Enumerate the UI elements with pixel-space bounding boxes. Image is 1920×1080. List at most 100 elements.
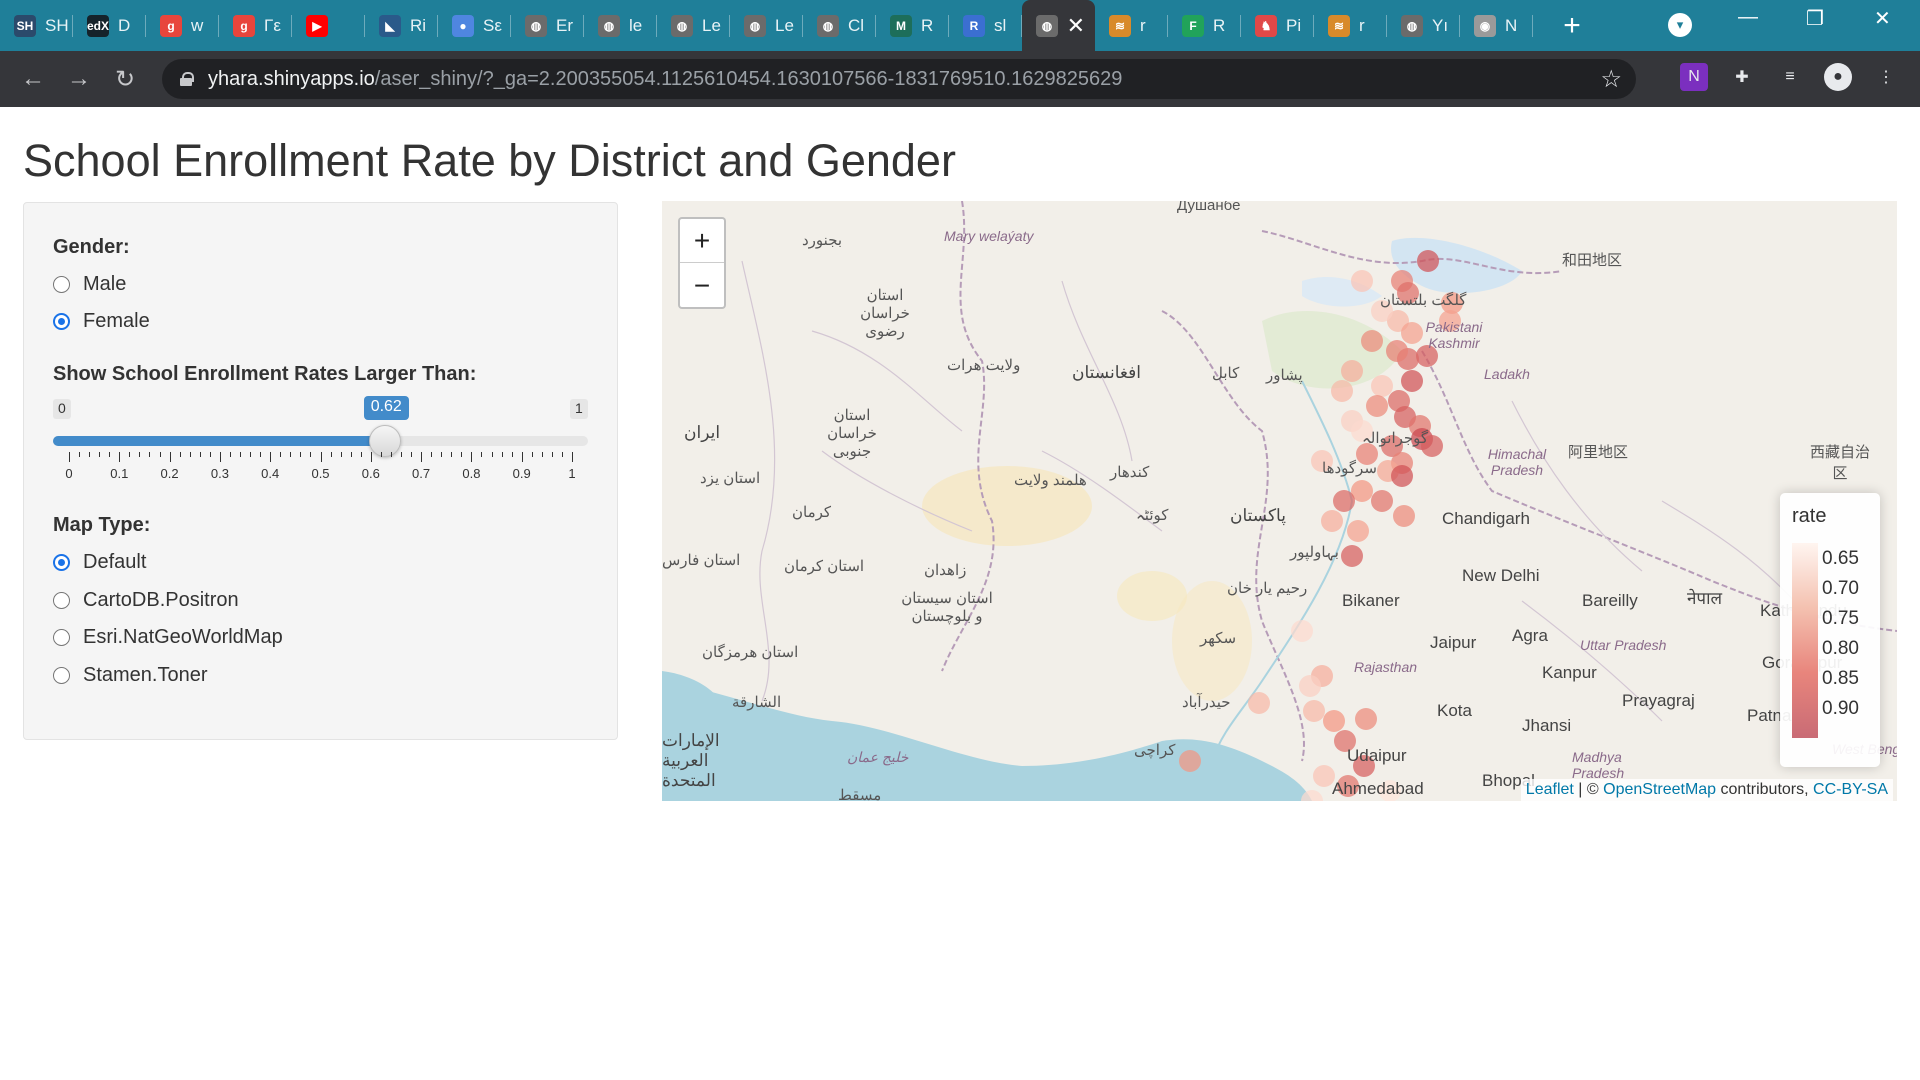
enrollment-marker[interactable] [1351, 420, 1373, 442]
close-tab-icon[interactable]: ✕ [1066, 13, 1085, 38]
lock-icon[interactable] [180, 72, 194, 86]
enrollment-marker[interactable] [1391, 465, 1413, 487]
leaflet-map[interactable]: Душанбе بجنورد Mary welaýaty 和田地区 استان … [662, 201, 1897, 801]
enrollment-marker[interactable] [1301, 790, 1323, 801]
browser-tab[interactable]: ● Sε [438, 0, 511, 51]
enrollment-marker[interactable] [1371, 490, 1393, 512]
enrollment-marker[interactable] [1303, 700, 1325, 722]
enrollment-marker[interactable] [1334, 730, 1356, 752]
extensions-puzzle-icon[interactable]: ✚ [1735, 69, 1749, 86]
enrollment-marker[interactable] [1371, 375, 1393, 397]
browser-tab[interactable]: ◍ Yı [1387, 0, 1460, 51]
forward-icon[interactable]: → [67, 65, 91, 92]
enrollment-marker[interactable] [1381, 435, 1403, 457]
enrollment-marker[interactable] [1393, 505, 1415, 527]
enrollment-marker[interactable] [1321, 510, 1343, 532]
browser-tab[interactable]: ◣ Ri [365, 0, 438, 51]
back-icon[interactable]: ← [21, 65, 45, 92]
browser-tab[interactable]: SH SH [0, 0, 73, 51]
bookmark-star-icon[interactable]: ☆ [1600, 66, 1622, 93]
maptype-option-esri[interactable]: Esri.NatGeoWorldMap [53, 626, 283, 649]
maptype-option-default[interactable]: Default [53, 551, 146, 574]
enrollment-marker[interactable] [1355, 708, 1377, 730]
browser-tab[interactable]: ◍ Er [511, 0, 584, 51]
enrollment-marker[interactable] [1299, 675, 1321, 697]
menu-kebab-icon[interactable]: ⋮ [1878, 69, 1894, 86]
browser-tab[interactable]: ◍ Le [657, 0, 730, 51]
enrollment-marker[interactable] [1441, 292, 1463, 314]
onenote-icon[interactable]: N [1680, 63, 1708, 91]
enrollment-marker[interactable] [1179, 750, 1201, 772]
gender-option-female[interactable]: Female [53, 310, 150, 333]
radio-button[interactable] [53, 667, 70, 684]
slider-handle[interactable] [368, 425, 401, 457]
enrollment-marker[interactable] [1421, 435, 1443, 457]
enrollment-marker[interactable] [1351, 480, 1373, 502]
browser-tab[interactable]: ◍ Cl [803, 0, 876, 51]
slider-tick [209, 452, 211, 457]
enrollment-marker[interactable] [1351, 270, 1373, 292]
enrollment-marker[interactable] [1401, 322, 1423, 344]
enrollment-marker[interactable] [1347, 520, 1369, 542]
new-tab-button[interactable]: + [1563, 8, 1581, 42]
enrollment-marker[interactable] [1311, 450, 1333, 472]
enrollment-marker[interactable] [1439, 310, 1461, 332]
minimize-icon[interactable]: — [1738, 6, 1758, 28]
browser-tab[interactable]: ◍ Le [730, 0, 803, 51]
browser-tab[interactable]: edX D [73, 0, 146, 51]
maptype-option-stamen[interactable]: Stamen.Toner [53, 664, 208, 687]
reload-icon[interactable]: ↻ [114, 65, 136, 93]
enrollment-marker[interactable] [1337, 775, 1359, 797]
license-link[interactable]: CC-BY-SA [1813, 781, 1888, 798]
enrollment-marker[interactable] [1417, 250, 1439, 272]
maptype-option-cartodb[interactable]: CartoDB.Positron [53, 589, 239, 612]
browser-tab[interactable]: ◍ le [584, 0, 657, 51]
browser-tab[interactable]: ◉ N [1460, 0, 1533, 51]
browser-tab[interactable]: ▶ [292, 0, 365, 51]
leaflet-link[interactable]: Leaflet [1525, 781, 1574, 798]
enrollment-marker[interactable] [1379, 780, 1401, 801]
browser-tab[interactable]: ≋ r [1314, 0, 1387, 51]
enrollment-marker[interactable] [1416, 345, 1438, 367]
enrollment-marker[interactable] [1341, 545, 1363, 567]
close-window-icon[interactable]: ✕ [1874, 8, 1891, 30]
enrollment-marker[interactable] [1313, 765, 1335, 787]
radio-button[interactable] [53, 629, 70, 646]
browser-tab[interactable]: ≋ r [1095, 0, 1168, 51]
enrollment-marker[interactable] [1248, 692, 1270, 714]
radio-button[interactable] [53, 592, 70, 609]
zoom-out-button[interactable]: − [693, 270, 711, 301]
osm-link[interactable]: OpenStreetMap [1603, 781, 1717, 798]
enrollment-marker[interactable] [1356, 443, 1378, 465]
enrollment-marker[interactable] [1341, 360, 1363, 382]
enrollment-marker[interactable] [1291, 620, 1313, 642]
enrollment-marker[interactable] [1386, 340, 1408, 362]
enrollment-marker[interactable] [1331, 380, 1353, 402]
enrollment-marker[interactable] [1361, 330, 1383, 352]
profile-avatar[interactable]: ● [1824, 63, 1852, 91]
radio-button[interactable] [53, 554, 70, 571]
browser-tab[interactable]: g Γε [219, 0, 292, 51]
address-bar[interactable]: yhara.shinyapps.io /aser_shiny/?_ga=2.20… [162, 59, 1636, 99]
enrollment-marker[interactable] [1371, 300, 1393, 322]
tab-search-icon[interactable]: ▾ [1668, 13, 1692, 37]
enrollment-marker[interactable] [1323, 710, 1345, 732]
enrollment-marker[interactable] [1401, 370, 1423, 392]
radio-button[interactable] [53, 313, 70, 330]
gender-option-male[interactable]: Male [53, 273, 126, 296]
browser-tab[interactable]: ♞ Pi [1241, 0, 1314, 51]
restore-icon[interactable]: ❐ [1806, 8, 1824, 30]
browser-tab[interactable]: ◍ ✕ [1022, 0, 1095, 51]
map-label-xizang: 西藏自治区 [1810, 444, 1871, 482]
enrollment-marker[interactable] [1366, 395, 1388, 417]
radio-button[interactable] [53, 276, 70, 293]
enrollment-marker[interactable] [1353, 755, 1375, 777]
media-queue-icon[interactable]: ≡ [1785, 68, 1795, 85]
enrollment-marker[interactable] [1397, 282, 1419, 304]
zoom-in-button[interactable]: + [680, 219, 724, 263]
enrollment-marker[interactable] [1333, 490, 1355, 512]
